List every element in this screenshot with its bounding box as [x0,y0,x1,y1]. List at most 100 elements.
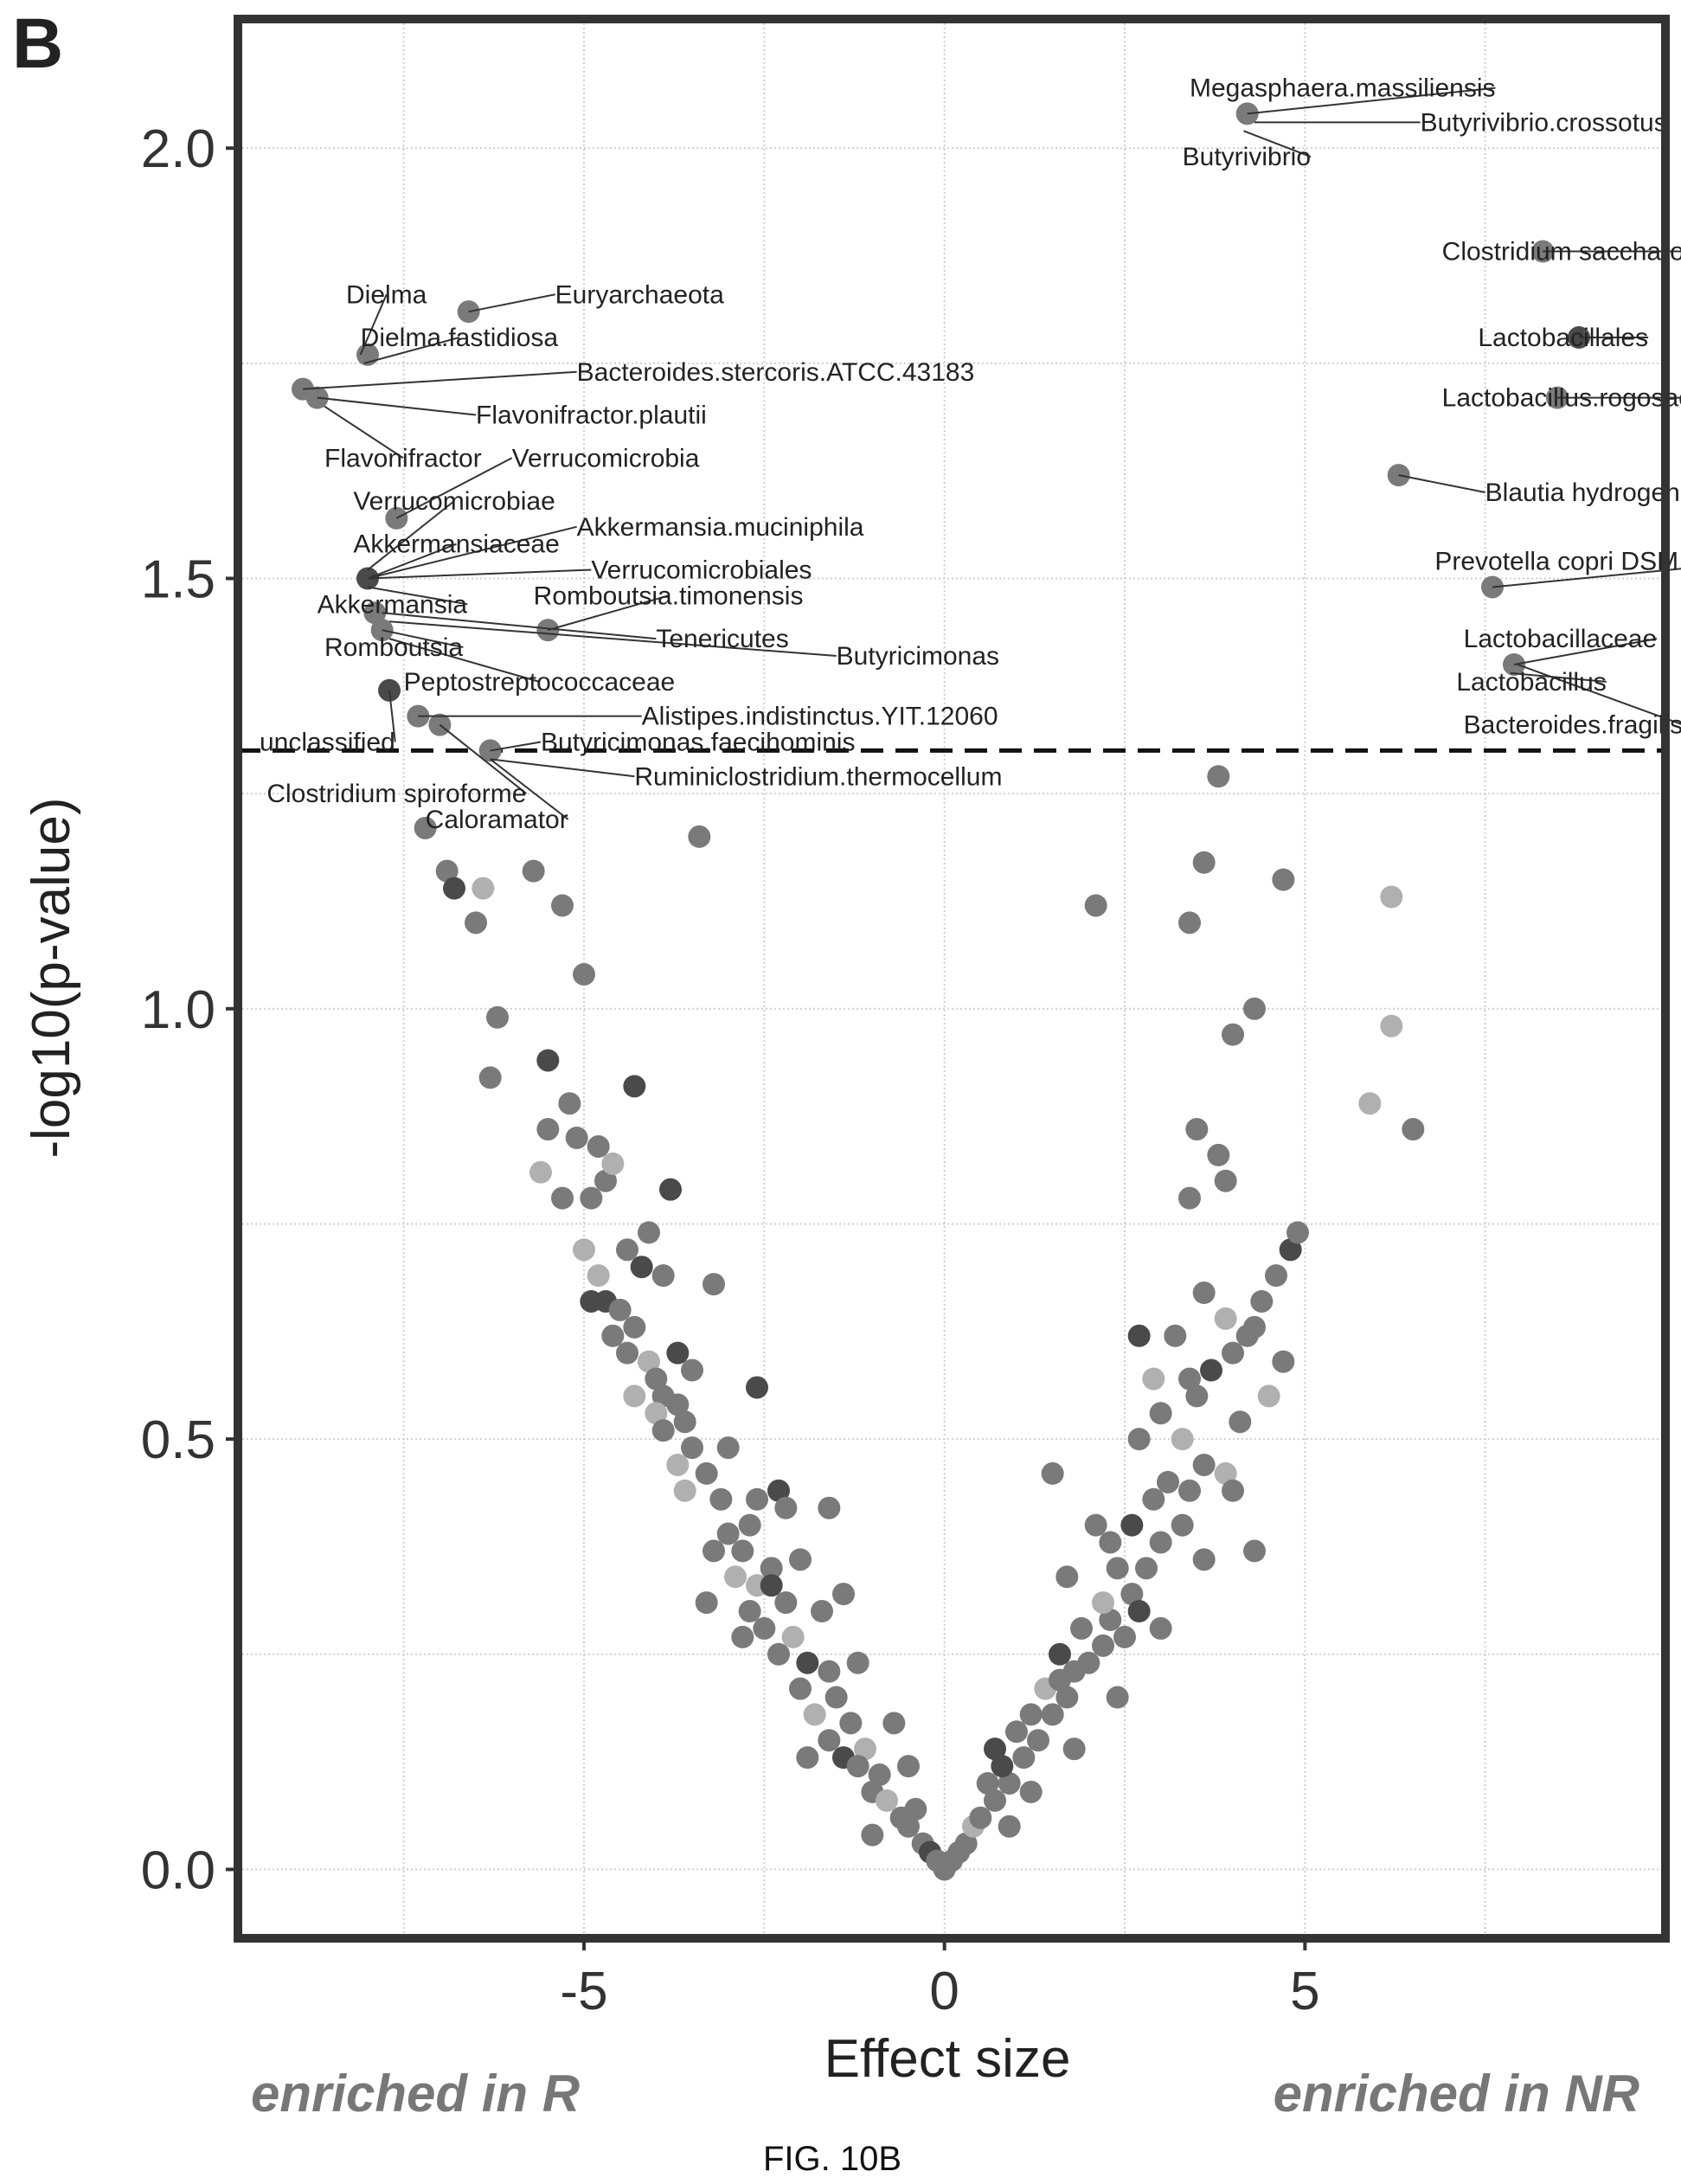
data-point [1272,868,1295,891]
data-point [1380,885,1403,909]
point-label: Clostridium saccharogumia [1442,238,1681,267]
data-point [623,1315,646,1339]
label-leader-line [1243,130,1312,158]
point-label: Dielma.fastidiosa [361,324,559,352]
label-leader-line [548,594,669,632]
label-leader-line [382,612,657,640]
data-point [1171,1428,1194,1451]
label-leader-line [359,293,388,356]
point-label: Peptostreptococcaceae [404,668,676,697]
data-point [558,1092,581,1115]
point-label: Akkermansia.muciniphila [577,513,864,542]
label-leader-line [439,723,528,794]
data-point [969,1806,992,1829]
data-point [1041,1461,1064,1485]
data-point [738,1513,761,1537]
data-point [781,1625,805,1648]
data-point [998,1771,1021,1795]
data-point [991,1755,1014,1778]
y-axis-title: -log10(p-value) [22,798,81,1159]
data-point [681,1436,703,1460]
label-leader-line [367,500,455,571]
data-point [673,1410,696,1434]
data-point [666,1393,690,1416]
data-point [666,1341,690,1365]
data-point [724,1565,747,1589]
y-tick-label: 2.0 [141,119,215,179]
point-label: Flavonifractor [324,444,482,472]
point-label: Clostridium spiroforme [266,780,526,808]
label-leader-line [490,758,635,778]
data-point [601,1324,625,1347]
data-point [1402,1118,1425,1141]
data-point [1092,1591,1114,1615]
data-point [1070,1616,1093,1640]
data-point [1192,1453,1216,1476]
data-point [897,1815,920,1838]
point-label: Lactobacillales [1478,324,1648,352]
data-point [760,1557,783,1580]
data-point [1019,1703,1043,1726]
data-point [774,1496,798,1519]
data-point [1200,1359,1222,1382]
x-tick-label: 0 [929,1962,959,2021]
data-point [1157,1470,1179,1493]
data-point [594,1169,617,1192]
point-label: Prevotella copri DSM 18205 [1434,548,1681,576]
point-label: Tenericutes [656,625,788,653]
label-leader-line [1492,568,1681,588]
y-tick-label: 1.0 [141,980,215,1040]
data-point [1084,1513,1107,1537]
label-leader-line [388,638,540,683]
label-leader-line [367,568,592,580]
data-point [659,1178,682,1201]
data-point [573,1238,595,1262]
data-point [1027,1729,1049,1752]
label-leader-line [490,741,542,752]
data-point [954,1832,978,1855]
data-point [645,1367,668,1391]
data-point [897,1755,920,1778]
data-point [832,1583,855,1606]
data-point [414,816,437,839]
point-label: Ruminiclostridium.thermocellum [634,762,1002,791]
data-point [824,1686,848,1709]
point-label: Verrucomicrobiae [353,487,555,516]
data-point [1222,1479,1244,1502]
point-label: Euryarchaeota [555,280,724,309]
data-point [846,1755,869,1778]
label-leader-line [388,690,396,742]
point-label: Butyrivibrio [1183,143,1311,171]
point-label: Butyrivibrio.crossotus [1421,108,1667,137]
data-point [1214,1307,1237,1330]
data-point [681,1359,703,1382]
data-point [811,1600,833,1623]
data-point [1041,1703,1064,1726]
data-point [1055,1686,1079,1709]
label-leader-line [317,396,477,416]
data-point [1077,1651,1100,1674]
enriched-in-nr-label: enriched in NR [1274,2065,1639,2123]
data-point [1214,1461,1237,1485]
label-leader-line [324,405,404,459]
data-point [1222,1023,1244,1046]
data-point [976,1771,999,1795]
data-point [1207,765,1230,788]
data-point [738,1600,761,1623]
data-point [1149,1402,1172,1425]
point-label: Alistipes.indistinctus.YIT.12060 [642,703,998,731]
data-point [695,1591,718,1615]
data-point [522,859,545,883]
data-point [443,877,465,900]
point-label: Blautia hydrogenotrophica [1485,479,1681,507]
point-label: Lactobacillus.rogosae [1442,384,1681,413]
x-axis-ticks: -5 0 5 [560,1938,1320,2021]
point-label: Flavonifractor.plautii [476,401,707,430]
data-point [774,1591,798,1615]
data-point [1127,1324,1151,1347]
label-leader-line [367,586,468,606]
point-label: Lactobacillus [1456,668,1606,697]
data-point [1055,1565,1079,1589]
data-point [1149,1531,1172,1554]
data-point [1106,1557,1129,1580]
